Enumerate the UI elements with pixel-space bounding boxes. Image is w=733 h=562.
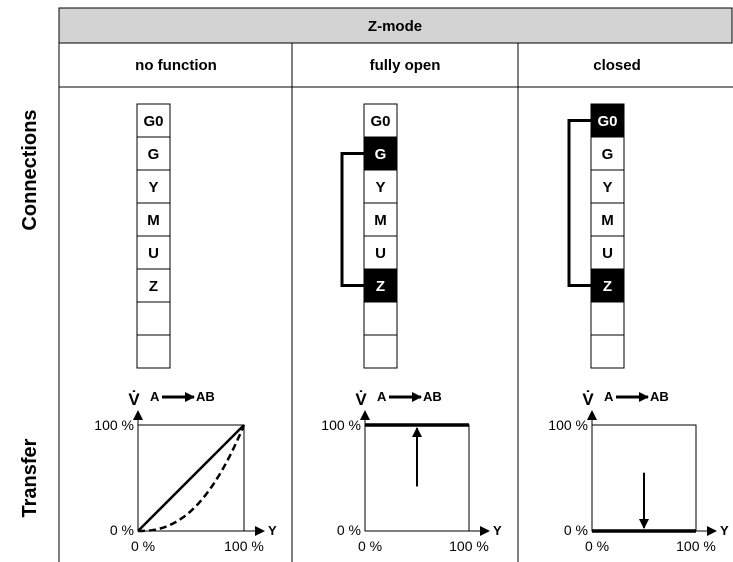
terminal-G0-label: G0 [597, 113, 617, 130]
ytick-100: 100 % [321, 417, 361, 433]
linear-curve [137, 424, 245, 532]
terminal-M-label: M [374, 212, 387, 229]
terminal-blank-cell [136, 334, 171, 369]
terminal-M-cell [136, 202, 171, 237]
flow-symbol: V̇ [128, 390, 140, 409]
terminal-G-label: G [375, 146, 387, 163]
flow-symbol: V̇ [582, 390, 594, 409]
xtick-100: 100 % [449, 538, 489, 554]
terminal-Y-label: Y [148, 179, 158, 196]
xtick-0: 0 % [585, 538, 609, 554]
table-title: Z-mode [368, 18, 422, 35]
terminal-U-cell [136, 235, 171, 270]
terminal-M-label: M [147, 212, 160, 229]
terminal-G-label: G [602, 146, 614, 163]
column-label-no-function: no function [135, 57, 217, 74]
ytick-100: 100 % [548, 417, 588, 433]
terminal-Z-label: Z [603, 278, 612, 295]
flow-to-label: AB [423, 389, 442, 404]
terminal-U-cell [590, 235, 625, 270]
terminal-G0-cell [363, 103, 398, 138]
xtick-0: 0 % [358, 538, 382, 554]
xtick-100: 100 % [676, 538, 716, 554]
terminal-U-cell [363, 235, 398, 270]
ytick-100: 100 % [94, 417, 134, 433]
flow-to-label: AB [196, 389, 215, 404]
terminal-G0-label: G0 [143, 113, 163, 130]
terminal-blank-cell [363, 301, 398, 336]
terminal-blank-cell [136, 301, 171, 336]
terminal-blank-cell [363, 334, 398, 369]
column-label-fully-open: fully open [370, 57, 441, 74]
terminal-U-label: U [375, 245, 386, 262]
terminal-G-cell [136, 136, 171, 171]
terminal-Z-label: Z [376, 278, 385, 295]
xtick-0: 0 % [131, 538, 155, 554]
x-axis-label: Y [268, 523, 277, 538]
terminal-U-label: U [148, 245, 159, 262]
ytick-0: 0 % [564, 522, 588, 538]
row-label-connections: Connections [19, 109, 41, 230]
terminal-blank-cell [590, 334, 625, 369]
terminal-G0-cell [590, 103, 625, 138]
ytick-0: 0 % [110, 522, 134, 538]
terminal-blank-cell [590, 301, 625, 336]
terminal-G-label: G [148, 146, 160, 163]
terminal-G0-label: G0 [370, 113, 390, 130]
terminal-Z-label: Z [149, 278, 158, 295]
terminal-U-label: U [602, 245, 613, 262]
terminal-Y-label: Y [375, 179, 385, 196]
ytick-0: 0 % [337, 522, 361, 538]
title-header-cell [58, 7, 733, 44]
terminal-Y-cell [590, 169, 625, 204]
jumper-wire [340, 152, 364, 287]
x-axis-label: Y [493, 523, 502, 538]
flow-to-label: AB [650, 389, 669, 404]
x-axis-label: Y [720, 523, 729, 538]
flow-from-label: A [377, 389, 387, 404]
flow-from-label: A [150, 389, 160, 404]
terminal-Z-cell [590, 268, 625, 303]
terminal-M-label: M [601, 212, 614, 229]
xtick-100: 100 % [224, 538, 264, 554]
terminal-Y-label: Y [602, 179, 612, 196]
column-label-closed: closed [593, 57, 641, 74]
flow-symbol: V̇ [355, 390, 367, 409]
terminal-M-cell [363, 202, 398, 237]
jumper-wire [567, 119, 591, 287]
equal-percentage-curve [138, 424, 246, 533]
terminal-Z-cell [136, 268, 171, 303]
row-label-transfer: Transfer [19, 438, 41, 517]
terminal-G-cell [590, 136, 625, 171]
flow-from-label: A [604, 389, 614, 404]
